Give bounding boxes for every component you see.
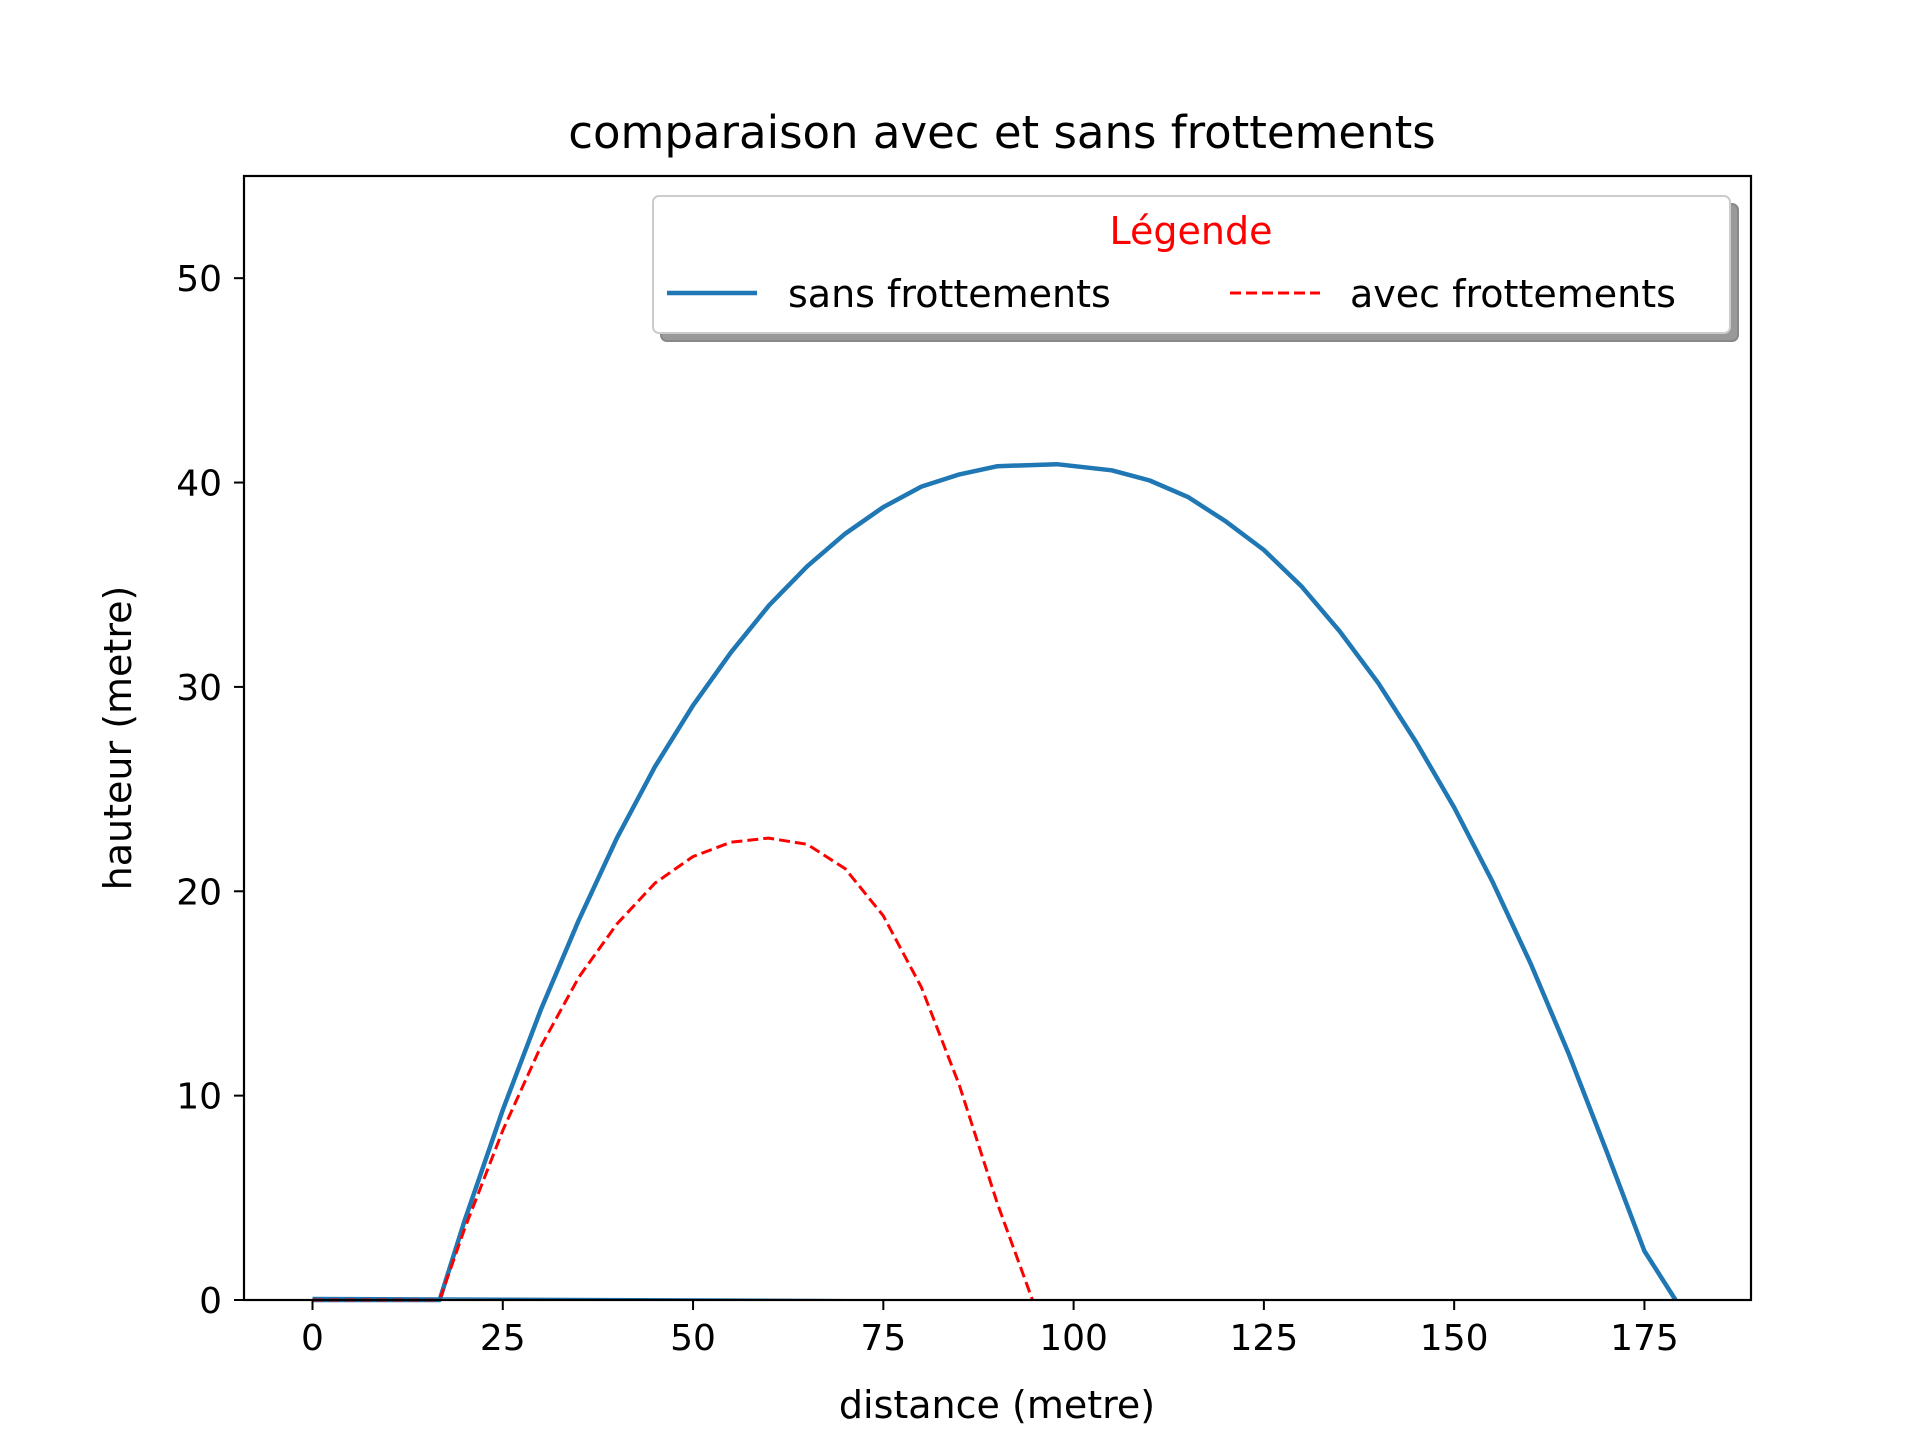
x-tick-label: 50 [670, 1318, 716, 1359]
x-tick-label: 100 [1039, 1318, 1108, 1359]
y-axis-label: hauteur (metre) [96, 586, 140, 891]
x-axis-label: distance (metre) [839, 1383, 1155, 1427]
legend: Légende sans frottements avec frottement… [652, 195, 1739, 342]
y-tick-label: 40 [176, 464, 222, 505]
y-tick-label: 10 [176, 1077, 222, 1118]
legend-label-avec-frottements: avec frottements [1350, 272, 1676, 316]
plot-area: 0 25 50 75 100 125 150 175 0 10 20 30 40 50 [176, 174, 1753, 1359]
x-axis-ticks: 0 25 50 75 100 125 150 175 [301, 1300, 1679, 1359]
y-tick-label: 50 [176, 259, 222, 300]
x-tick-label: 25 [480, 1318, 526, 1359]
x-tick-label: 175 [1610, 1318, 1679, 1359]
x-tick-label: 75 [860, 1318, 906, 1359]
axes-frame [242, 174, 1753, 1302]
y-tick-label: 0 [199, 1281, 222, 1322]
legend-label-sans-frottements: sans frottements [788, 272, 1111, 316]
series-line-avec-frottements [312, 836, 1034, 1302]
x-tick-label: 0 [301, 1318, 324, 1359]
series-line-sans-frottements [312, 461, 1678, 1303]
y-tick-label: 20 [176, 872, 222, 913]
y-tick-label: 30 [176, 668, 222, 709]
x-tick-label: 125 [1230, 1318, 1299, 1359]
y-axis-ticks: 0 10 20 30 40 50 [176, 259, 244, 1322]
chart-title: comparaison avec et sans frottements [568, 106, 1435, 159]
legend-title: Légende [1110, 209, 1273, 253]
x-tick-label: 150 [1420, 1318, 1489, 1359]
legend-box [652, 195, 1731, 334]
